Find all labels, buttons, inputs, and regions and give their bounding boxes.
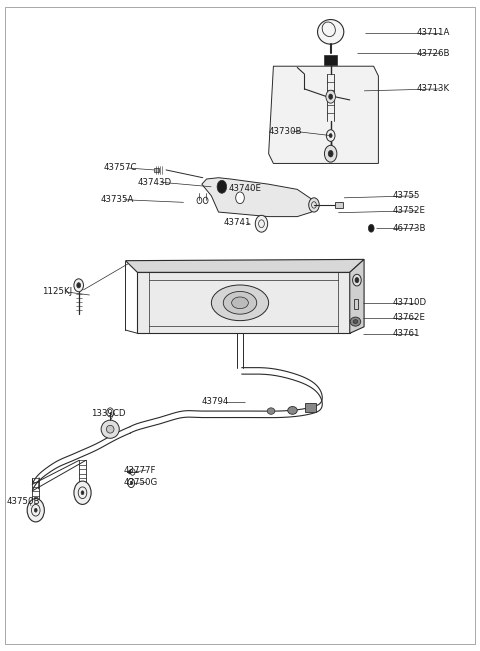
Text: 1339CD: 1339CD	[91, 409, 126, 417]
Circle shape	[329, 133, 332, 137]
Circle shape	[328, 150, 333, 157]
Text: 43726B: 43726B	[417, 49, 450, 58]
Bar	[354, 299, 358, 309]
Circle shape	[74, 481, 91, 505]
Circle shape	[355, 277, 359, 283]
Ellipse shape	[101, 420, 119, 438]
Ellipse shape	[350, 317, 361, 326]
Text: 46773B: 46773B	[393, 224, 426, 233]
Circle shape	[329, 94, 333, 99]
Text: 43762E: 43762E	[393, 313, 426, 322]
Text: 43730B: 43730B	[269, 126, 302, 135]
Circle shape	[368, 225, 374, 232]
Circle shape	[27, 499, 44, 522]
Ellipse shape	[267, 408, 275, 414]
Polygon shape	[202, 178, 314, 217]
Circle shape	[34, 508, 37, 512]
Text: 43777F: 43777F	[123, 465, 156, 475]
Text: 43741: 43741	[223, 218, 251, 227]
Text: 43735A: 43735A	[101, 195, 134, 204]
Text: 43711A: 43711A	[417, 28, 450, 37]
Bar	[137, 272, 350, 333]
Bar	[305, 402, 316, 411]
Circle shape	[74, 279, 84, 292]
Text: 43750B: 43750B	[6, 497, 40, 506]
Text: 43794: 43794	[202, 398, 229, 406]
Polygon shape	[350, 259, 364, 333]
Text: 43755: 43755	[393, 191, 420, 201]
Bar	[336, 202, 343, 208]
Ellipse shape	[223, 292, 257, 314]
Polygon shape	[125, 259, 364, 272]
Circle shape	[236, 192, 244, 204]
Ellipse shape	[211, 285, 269, 321]
Circle shape	[309, 198, 319, 212]
Circle shape	[324, 145, 337, 162]
Bar	[311, 201, 317, 210]
Text: 43713K: 43713K	[417, 85, 450, 93]
Ellipse shape	[288, 406, 297, 414]
Circle shape	[77, 283, 81, 288]
Circle shape	[217, 180, 227, 193]
Circle shape	[128, 470, 131, 474]
Text: 43757C: 43757C	[104, 163, 137, 173]
Ellipse shape	[353, 320, 358, 324]
Text: 1125KJ: 1125KJ	[42, 287, 72, 296]
Circle shape	[130, 482, 132, 484]
Text: 43761: 43761	[393, 329, 420, 339]
Bar	[324, 55, 337, 65]
Text: 43752E: 43752E	[393, 206, 426, 215]
Circle shape	[353, 274, 361, 286]
Bar	[154, 168, 159, 172]
Circle shape	[255, 215, 268, 232]
Ellipse shape	[318, 20, 344, 44]
Text: 43743D: 43743D	[137, 178, 171, 187]
Ellipse shape	[107, 425, 114, 433]
Circle shape	[326, 90, 336, 103]
Ellipse shape	[232, 297, 248, 309]
Polygon shape	[269, 66, 378, 163]
Circle shape	[81, 491, 84, 495]
Text: 43750G: 43750G	[123, 478, 157, 487]
Text: 43740E: 43740E	[228, 184, 261, 193]
Text: 43710D: 43710D	[393, 298, 427, 307]
Circle shape	[326, 130, 335, 141]
